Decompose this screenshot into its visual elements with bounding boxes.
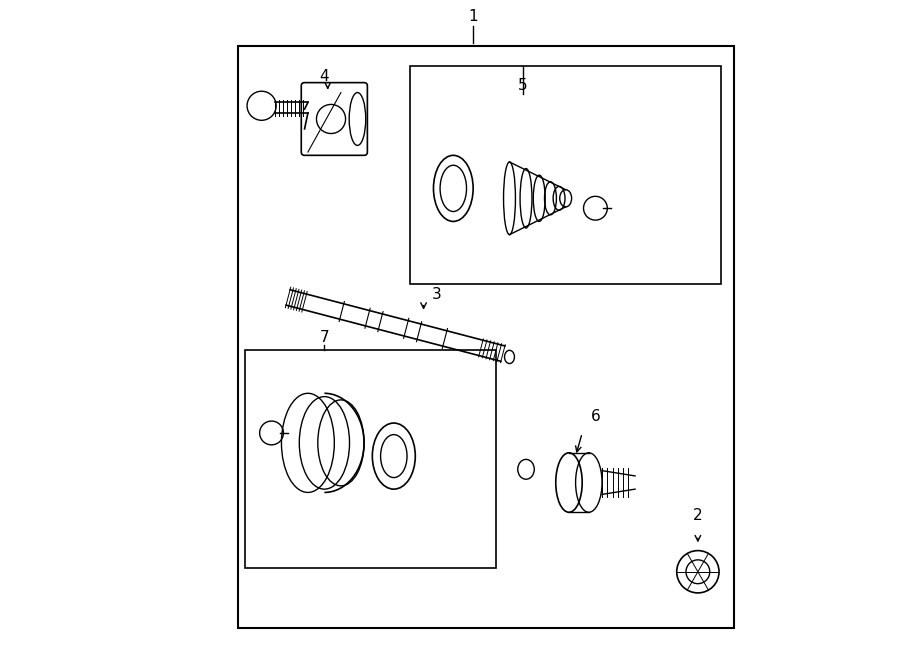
Text: 6: 6 xyxy=(590,409,600,424)
Text: 3: 3 xyxy=(432,287,442,301)
Text: 7: 7 xyxy=(320,330,329,344)
Bar xyxy=(410,66,721,284)
Bar xyxy=(238,46,734,628)
Text: 4: 4 xyxy=(320,69,329,83)
Text: 1: 1 xyxy=(468,9,478,24)
Bar xyxy=(245,350,496,568)
Text: 5: 5 xyxy=(518,79,527,93)
Text: 2: 2 xyxy=(693,508,703,523)
